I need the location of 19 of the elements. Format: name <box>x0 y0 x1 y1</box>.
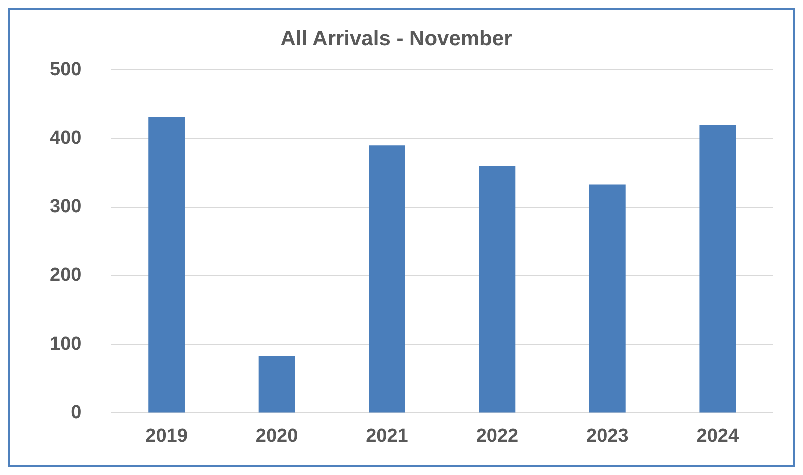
y-tick-label: 100 <box>50 334 82 355</box>
bar <box>479 166 516 413</box>
x-tick-label: 2021 <box>366 426 409 447</box>
bar <box>258 356 296 413</box>
bar <box>148 118 185 413</box>
y-tick-label: 400 <box>50 128 82 150</box>
x-tick-label: 2020 <box>256 426 298 447</box>
x-tick-label: 2019 <box>146 426 188 447</box>
y-tick-label: 300 <box>50 196 82 218</box>
bar <box>369 146 406 413</box>
bar <box>589 184 626 413</box>
x-tick-label: 2022 <box>476 426 519 447</box>
bar <box>700 125 736 413</box>
y-tick-label: 0 <box>71 402 82 424</box>
x-tick-label: 2023 <box>586 426 629 447</box>
chart-title: All Arrivals - November <box>280 27 512 50</box>
y-tick-label: 200 <box>50 265 82 286</box>
y-tick-label: 500 <box>50 59 82 80</box>
x-tick-label: 2024 <box>696 426 740 447</box>
